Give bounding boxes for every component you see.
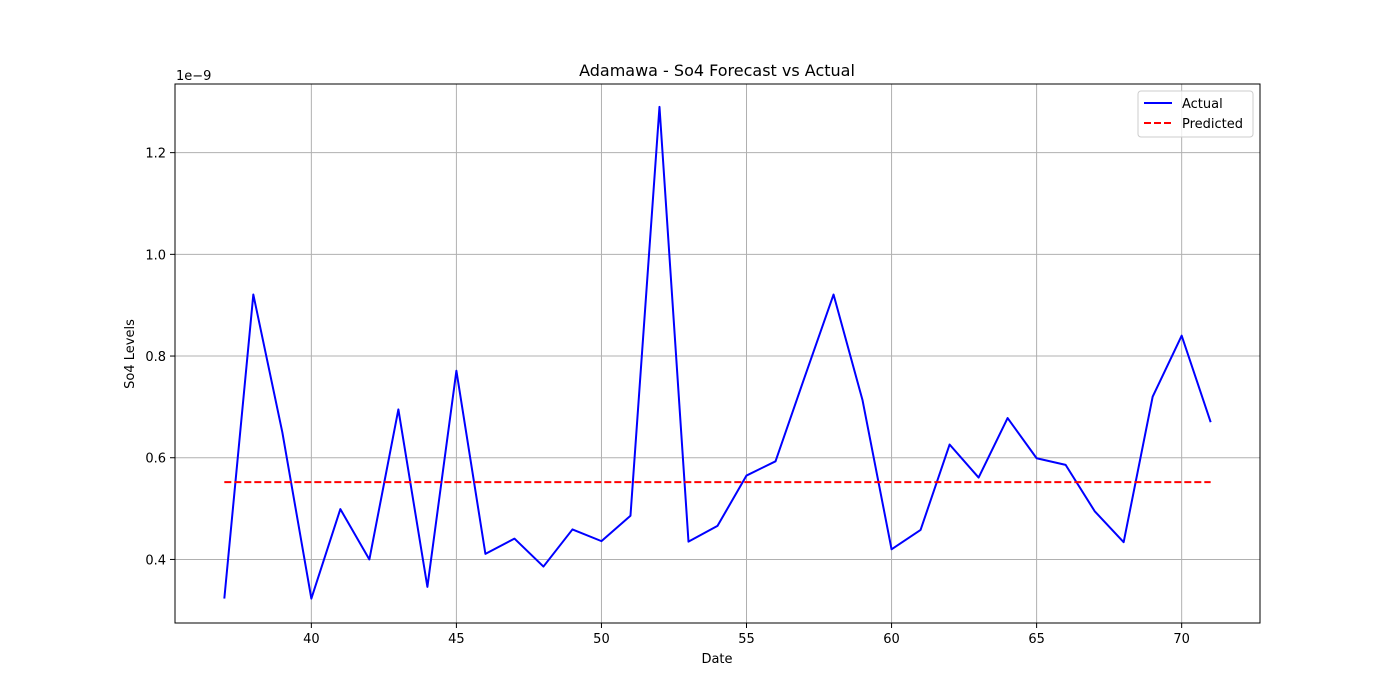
- x-tick-label-40: 40: [303, 632, 320, 647]
- x-tick-label-70: 70: [1173, 632, 1190, 647]
- x-axis-label: Date: [701, 652, 732, 667]
- y-tick-label-0.8: 0.8: [145, 350, 166, 365]
- legend-label-actual: Actual: [1182, 97, 1223, 112]
- series-line-actual: [223, 105, 1212, 600]
- y-tick-label-0.4: 0.4: [145, 553, 166, 568]
- chart-title: Adamawa - So4 Forecast vs Actual: [579, 61, 855, 80]
- grid: [175, 84, 1260, 623]
- plot-frame: [174, 83, 1261, 624]
- x-tick-label-60: 60: [883, 632, 900, 647]
- x-tick-label-65: 65: [1028, 632, 1045, 647]
- y-tick-label-0.6: 0.6: [145, 452, 166, 467]
- legend-label-predicted: Predicted: [1182, 117, 1243, 132]
- y-axis-label: So4 Levels: [123, 319, 138, 389]
- y-tick-label-1.2: 1.2: [145, 147, 166, 162]
- y-tick-label-1: 1.0: [145, 248, 166, 263]
- ticks: 40 45 50 55 60 65 70 0.4 0.6 0.8 1.0 1.2: [145, 147, 1190, 647]
- legend: Actual Predicted: [1137, 90, 1254, 138]
- y-scale-multiplier: 1e−9: [176, 69, 211, 84]
- x-tick-label-55: 55: [738, 632, 755, 647]
- plot-series: [223, 105, 1212, 600]
- x-tick-label-45: 45: [448, 632, 465, 647]
- x-tick-label-50: 50: [593, 632, 610, 647]
